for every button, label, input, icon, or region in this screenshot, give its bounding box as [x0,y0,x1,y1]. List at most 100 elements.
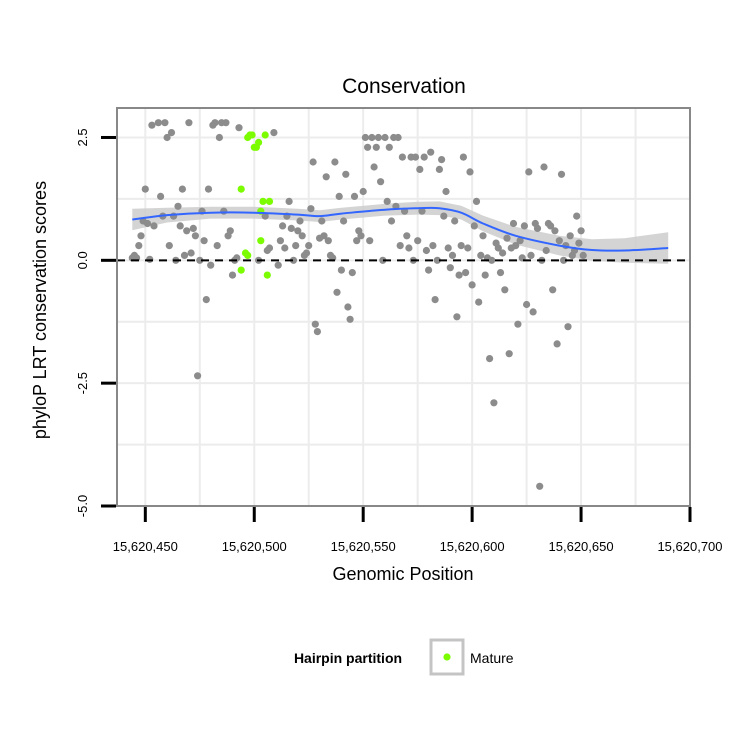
legend-key-mature-dot [443,653,451,661]
data-point [529,308,537,316]
data-point [448,251,457,259]
y-tick-label: 2.5 [75,128,90,146]
data-point [200,237,208,245]
data-point [509,219,518,228]
data-point [372,143,380,151]
data-point [486,355,494,363]
legend-title: Hairpin partition [294,650,402,666]
data-point [292,242,300,250]
chart-title: Conservation [342,75,466,98]
data-point [512,242,520,250]
data-point [464,244,472,252]
data-point [296,217,304,225]
data-point [143,219,152,228]
data-point [444,244,452,252]
data-point [385,143,393,151]
data-point [150,222,158,230]
data-point [285,197,293,205]
data-point [215,133,223,142]
data-point [146,255,154,263]
data-point [514,320,522,328]
data-point [503,234,511,242]
data-point [459,153,467,161]
x-tick-label: 15,620,500 [222,539,287,554]
smooth-line [132,206,669,252]
data-point [135,242,143,250]
data-point [281,244,289,252]
data-point [213,242,221,250]
data-point [547,222,555,230]
data-point [322,173,330,181]
data-point [361,133,369,142]
data-point [265,244,274,252]
data-point [457,242,465,250]
data-point [204,185,213,193]
data-point [468,281,476,289]
data-point [579,251,587,259]
data-point [174,202,182,210]
data-point [564,323,572,331]
data-point [276,237,284,245]
data-point [370,163,378,171]
data-point [163,133,171,142]
data-point [185,119,193,127]
data-point [438,156,446,164]
data-point-mature [259,197,267,205]
data-point [394,133,402,142]
data-point [235,124,243,132]
data-point [466,168,474,176]
x-axis-label: Genomic Position [332,564,473,584]
data-point [446,264,454,272]
data-point [141,185,149,193]
data-point [165,242,173,250]
data-points-layer [128,119,587,490]
data-point [289,256,298,264]
data-point [366,237,374,245]
data-point [490,399,498,407]
data-point [167,129,176,137]
y-axis-label: phyloP LRT conservation scores [30,181,50,439]
data-point [479,232,487,240]
data-point [488,256,496,264]
data-point [427,148,435,156]
data-point [178,185,186,193]
data-point [536,482,544,490]
data-point [318,217,326,225]
data-point [475,298,483,306]
x-tick-label: 15,620,450 [113,539,178,554]
data-point [555,237,563,245]
data-point [261,212,269,220]
data-point [194,372,202,380]
legend-entry-label: Mature [470,650,514,666]
data-point [411,153,420,161]
data-point [470,222,478,230]
data-point [453,313,461,321]
data-point [418,207,426,215]
data-point [311,320,319,328]
data-point [333,288,341,296]
data-point [191,232,199,240]
data-point [137,232,145,240]
data-point [313,328,321,336]
data-point-mature [257,237,265,245]
data-point [516,237,524,245]
data-point [337,266,345,274]
legend: Hairpin partition Mature [294,638,514,676]
data-point [368,133,376,142]
data-point [540,163,548,171]
data-point [207,261,215,269]
data-point [551,227,559,235]
data-point [344,303,352,311]
data-point [189,224,197,232]
data-point [305,242,313,250]
data-point-mature [263,271,271,279]
data-point [523,300,531,309]
data-point-mature [265,197,274,205]
plot-grid [117,108,690,506]
data-point [527,251,535,259]
data-point [575,239,583,247]
data-point [433,256,441,264]
data-point [577,227,585,235]
data-point [420,153,428,161]
data-point [346,315,354,323]
